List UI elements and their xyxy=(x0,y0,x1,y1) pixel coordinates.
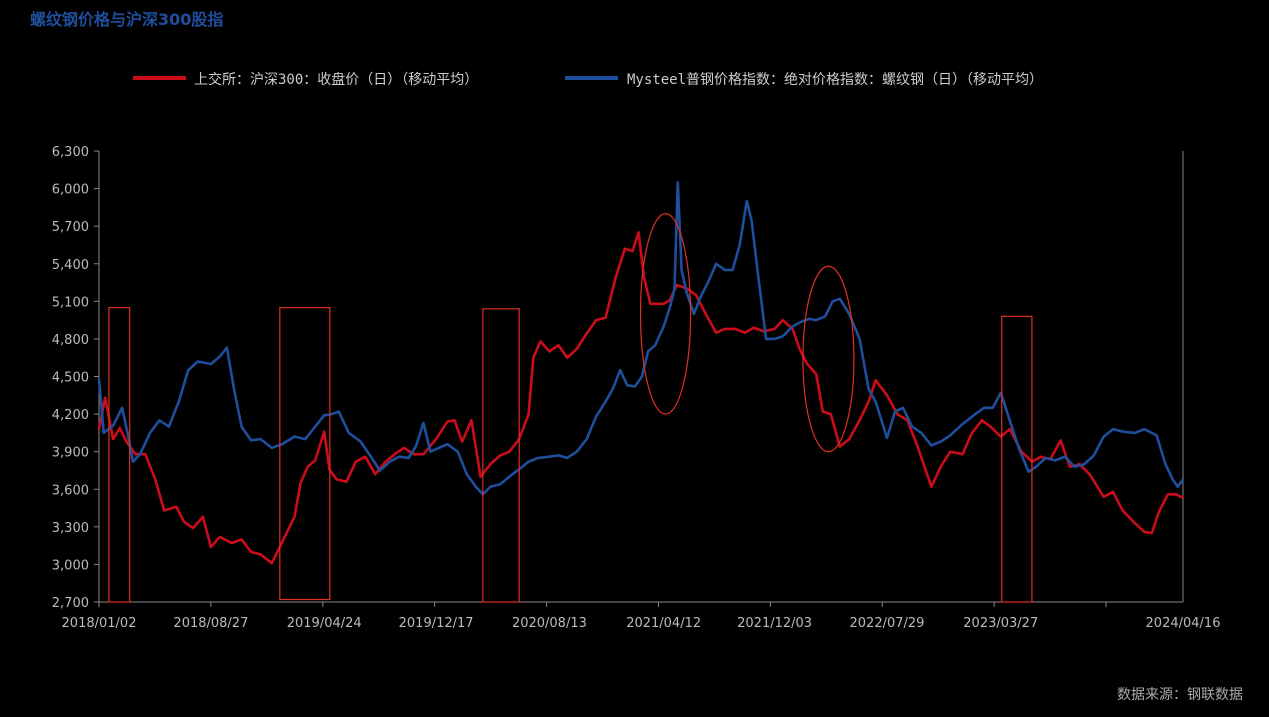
chart-annotations xyxy=(108,213,1033,603)
chart-axes: 2,700 3,000 3,300 3,600 3,900 4,200 4,500 4,800… xyxy=(52,145,1221,631)
x-tick-label: 2024/04/16 xyxy=(1146,616,1221,631)
y-tick-label: 3,300 xyxy=(52,521,89,536)
x-tick-label: 2018/01/02 xyxy=(62,616,137,631)
data-source-note: 数据来源：钢联数据 xyxy=(1117,687,1243,703)
annotation-rectangle xyxy=(279,306,331,601)
annotation-rectangle xyxy=(108,306,131,603)
y-tick-label: 3,000 xyxy=(52,558,89,573)
chart-series xyxy=(97,181,1185,565)
x-tick-label: 2019/04/24 xyxy=(287,616,362,631)
y-tick-label: 6,000 xyxy=(52,183,89,198)
x-tick-label: 2022/07/29 xyxy=(850,616,925,631)
series-line-csi300 xyxy=(97,231,1184,565)
legend-label-csi300: 上交所：沪深300：收盘价（日）（移动平均） xyxy=(194,71,478,88)
annotation-ellipse xyxy=(802,265,855,453)
chart-title: 螺纹钢价格与沪深300股指 xyxy=(30,10,224,29)
x-tick-label: 2021/12/03 xyxy=(737,616,812,631)
annotation-rectangle xyxy=(482,308,520,603)
y-tick-label: 4,500 xyxy=(52,371,89,386)
series-line-rebar xyxy=(97,181,1185,496)
x-tick-label: 2019/12/17 xyxy=(399,616,474,631)
x-tick-label: 2020/08/13 xyxy=(512,616,587,631)
y-tick-label: 2,700 xyxy=(52,596,89,611)
chart-legend: 上交所：沪深300：收盘价（日）（移动平均） Mysteel普钢价格指数：绝对价… xyxy=(133,71,1043,88)
y-tick-label: 6,300 xyxy=(52,145,89,160)
y-tick-label: 4,800 xyxy=(52,333,89,348)
annotation-rectangle xyxy=(1001,315,1033,603)
annotation-ellipse xyxy=(639,213,692,415)
y-tick-label: 3,900 xyxy=(52,446,89,461)
y-tick-label: 5,100 xyxy=(52,295,89,310)
y-tick-label: 4,200 xyxy=(52,408,89,423)
y-tick-label: 5,700 xyxy=(52,220,89,235)
x-tick-label: 2021/04/12 xyxy=(626,616,701,631)
y-tick-label: 5,400 xyxy=(52,258,89,273)
y-tick-label: 3,600 xyxy=(52,483,89,498)
x-tick-label: 2023/03/27 xyxy=(963,616,1038,631)
legend-label-rebar: Mysteel普钢价格指数：绝对价格指数：螺纹钢（日）（移动平均） xyxy=(627,72,1043,88)
x-tick-label: 2018/08/27 xyxy=(173,616,248,631)
